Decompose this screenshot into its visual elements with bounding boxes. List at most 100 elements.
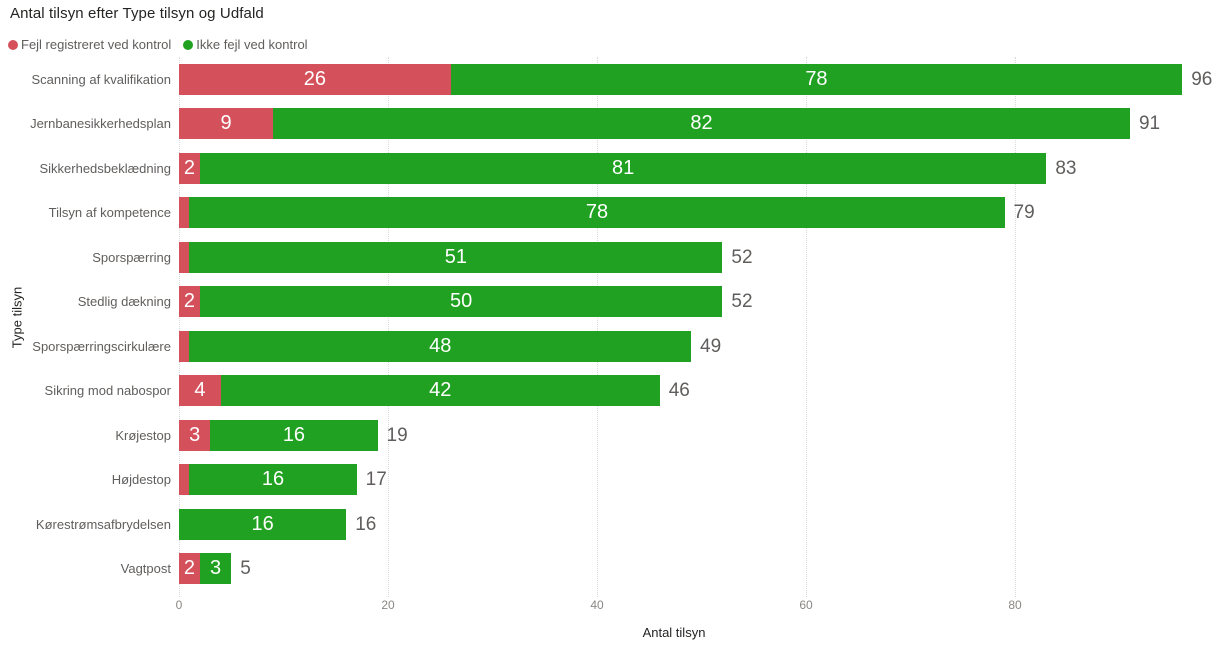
bar-total-label: 16 (355, 513, 377, 535)
segment-fejl-registreret[interactable] (179, 197, 190, 229)
segment-fejl-registreret[interactable]: 4 (179, 375, 221, 407)
segment-value-label: 42 (429, 379, 452, 402)
category-label: Sporspærringscirkulære (32, 338, 171, 354)
segment-ikke-fejl[interactable]: 82 (273, 108, 1130, 140)
segment-ikke-fejl[interactable]: 78 (450, 63, 1183, 95)
chart-row: Sikring mod nabospor 4 42 46 (0, 369, 1218, 414)
segment-value-label: 82 (690, 112, 713, 135)
legend-dot-green-icon (183, 39, 194, 50)
segment-value-label: 50 (450, 290, 473, 313)
segment-fejl-registreret[interactable] (179, 464, 190, 496)
chart-row: Sikkerhedsbeklædning 2 81 83 (0, 146, 1218, 191)
chart-title: Antal tilsyn efter Type tilsyn og Udfald (10, 5, 264, 22)
category-label: Sikring mod nabospor (44, 383, 171, 399)
x-axis-title: Antal tilsyn (642, 625, 706, 640)
bar-total-label: 19 (386, 424, 408, 446)
segment-value-label: 2 (183, 156, 195, 179)
segment-value-label: 16 (282, 423, 306, 446)
segment-value-label: 51 (444, 245, 468, 268)
bar-total-label: 52 (731, 291, 753, 313)
segment-fejl-registreret[interactable]: 2 (179, 152, 200, 184)
segment-ikke-fejl[interactable]: 51 (189, 241, 723, 273)
segment-fejl-registreret[interactable]: 9 (179, 108, 274, 140)
bar-area: 2 81 83 (179, 152, 1218, 184)
category-label: Sporspærring (92, 249, 171, 265)
legend-dot-red-icon (8, 39, 18, 50)
x-tick-label: 0 (175, 598, 183, 612)
plot-area: Scanning af kvalifikation 26 78 96 Jernb… (0, 57, 1218, 597)
segment-value-label: 48 (429, 334, 452, 357)
segment-ikke-fejl[interactable]: 78 (189, 197, 1005, 229)
segment-value-label: 26 (303, 67, 326, 90)
bar-total-label: 49 (700, 335, 722, 357)
chart-row: Kørestrømsafbrydelsen 16 16 (0, 502, 1218, 547)
x-tick-label: 40 (590, 598, 604, 612)
bar-total-label: 83 (1055, 157, 1077, 179)
segment-ikke-fejl[interactable]: 3 (199, 553, 232, 585)
bar-total-label: 79 (1013, 202, 1035, 224)
segment-value-label: 9 (220, 112, 232, 135)
legend-item-fejl[interactable]: Fejl registreret ved kontrol (8, 37, 171, 52)
bar-area: 9 82 91 (179, 108, 1218, 140)
segment-ikke-fejl[interactable]: 81 (199, 152, 1047, 184)
segment-value-label: 2 (183, 557, 195, 580)
category-label: Jernbanesikkerhedsplan (30, 116, 171, 132)
chart-row: Stedlig dækning 2 50 52 (0, 280, 1218, 325)
bar-area: 4 42 46 (179, 375, 1218, 407)
bar-area: 2 50 52 (179, 286, 1218, 318)
category-label: Vagtpost (120, 561, 171, 577)
segment-fejl-registreret[interactable] (179, 330, 190, 362)
segment-value-label: 2 (183, 290, 195, 313)
segment-value-label: 16 (261, 468, 285, 491)
segment-ikke-fejl[interactable]: 16 (189, 464, 357, 496)
chart-row: Højdestop 16 17 (0, 458, 1218, 503)
segment-fejl-registreret[interactable] (179, 241, 190, 273)
category-label: Krøjestop (115, 427, 171, 443)
bar-area: 26 78 96 (179, 63, 1218, 95)
segment-value-label: 78 (805, 67, 828, 90)
category-label: Kørestrømsafbrydelsen (35, 516, 171, 532)
bar-area: 48 49 (179, 330, 1218, 362)
bar-area: 78 79 (179, 197, 1218, 229)
legend-label: Ikke fejl ved kontrol (196, 37, 308, 52)
bar-area: 3 16 19 (179, 419, 1218, 451)
category-label: Scanning af kvalifikation (31, 71, 171, 87)
bar-area: 16 16 (179, 508, 1218, 540)
segment-fejl-registreret[interactable]: 2 (179, 286, 200, 318)
chart-row: Vagtpost 2 3 5 (0, 547, 1218, 592)
segment-value-label: 16 (251, 512, 274, 535)
legend-label: Fejl registreret ved kontrol (21, 37, 172, 52)
bar-area: 16 17 (179, 464, 1218, 496)
bar-total-label: 46 (668, 380, 690, 402)
segment-value-label: 4 (194, 379, 206, 402)
x-tick-label: 80 (1008, 598, 1022, 612)
chart-row: Sporspærringscirkulære 48 49 (0, 324, 1218, 369)
legend-item-ikke-fejl[interactable]: Ikke fejl ved kontrol (183, 37, 308, 52)
bar-total-label: 52 (731, 246, 753, 268)
segment-ikke-fejl[interactable]: 48 (189, 330, 692, 362)
category-label: Stedlig dækning (77, 294, 171, 310)
segment-ikke-fejl[interactable]: 16 (210, 419, 378, 451)
chart-row: Scanning af kvalifikation 26 78 96 (0, 57, 1218, 102)
x-tick-label: 20 (381, 598, 395, 612)
chart-row: Tilsyn af kompetence 78 79 (0, 191, 1218, 236)
segment-fejl-registreret[interactable]: 3 (179, 419, 211, 451)
chart-row: Sporspærring 51 52 (0, 235, 1218, 280)
legend: Fejl registreret ved kontrol Ikke fejl v… (8, 37, 308, 52)
segment-fejl-registreret[interactable]: 2 (179, 553, 200, 585)
segment-ikke-fejl[interactable]: 50 (199, 286, 723, 318)
segment-value-label: 78 (585, 201, 609, 224)
chart-row: Krøjestop 3 16 19 (0, 413, 1218, 458)
bar-area: 2 3 5 (179, 553, 1218, 585)
segment-ikke-fejl[interactable]: 42 (220, 375, 660, 407)
category-label: Sikkerhedsbeklædning (39, 160, 171, 176)
segment-ikke-fejl[interactable]: 16 (179, 508, 347, 540)
y-axis-title: Type tilsyn (9, 286, 25, 349)
segment-fejl-registreret[interactable]: 26 (179, 63, 451, 95)
segment-value-label: 3 (210, 557, 222, 580)
x-tick-label: 60 (799, 598, 813, 612)
segment-value-label: 81 (611, 156, 635, 179)
bar-area: 51 52 (179, 241, 1218, 273)
x-axis: 0 20 40 60 80 (0, 598, 1218, 616)
